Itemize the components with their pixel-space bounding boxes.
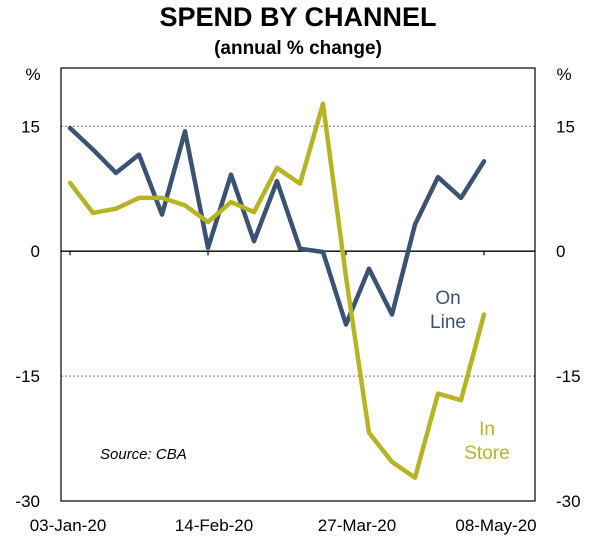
x-tick-label: 03-Jan-20 — [30, 516, 107, 535]
series-label-on-line: Line — [430, 312, 466, 333]
y-tick-right: -15 — [556, 367, 581, 386]
source-note: Source: CBA — [100, 446, 187, 463]
y-tick-left: -15 — [15, 367, 40, 386]
gridlines — [61, 125, 535, 377]
x-tick-label: 08-May-20 — [455, 516, 536, 535]
series-labels: On Line In Store — [430, 288, 510, 464]
y-tick-right: 0 — [556, 242, 565, 261]
series-line-on-line — [67, 125, 487, 327]
axis-ticks: 15 15 0 0 -15 -15 -30 -30 03-Jan-20 14-Feb-20 27-M… — [15, 117, 580, 535]
y-unit-right: % — [556, 65, 571, 84]
series-label-in-store: Store — [464, 443, 509, 464]
x-tick-label: 27-Mar-20 — [318, 516, 396, 535]
y-tick-left: 0 — [31, 242, 40, 261]
series-label-in-store: In — [479, 419, 495, 440]
chart-title: SPEND BY CHANNEL — [159, 2, 437, 32]
y-unit-left: % — [25, 65, 40, 84]
y-tick-left: -30 — [15, 492, 40, 511]
x-tick-label: 14-Feb-20 — [175, 516, 253, 535]
y-tick-right: -30 — [556, 492, 581, 511]
y-tick-left: 15 — [21, 117, 40, 136]
series-label-on-line: On — [435, 288, 460, 309]
plot-frame — [60, 67, 536, 502]
y-tick-right: 15 — [556, 117, 575, 136]
series-lines — [67, 101, 487, 480]
series-line-in-store — [67, 101, 487, 480]
chart-subtitle: (annual % change) — [214, 38, 382, 59]
